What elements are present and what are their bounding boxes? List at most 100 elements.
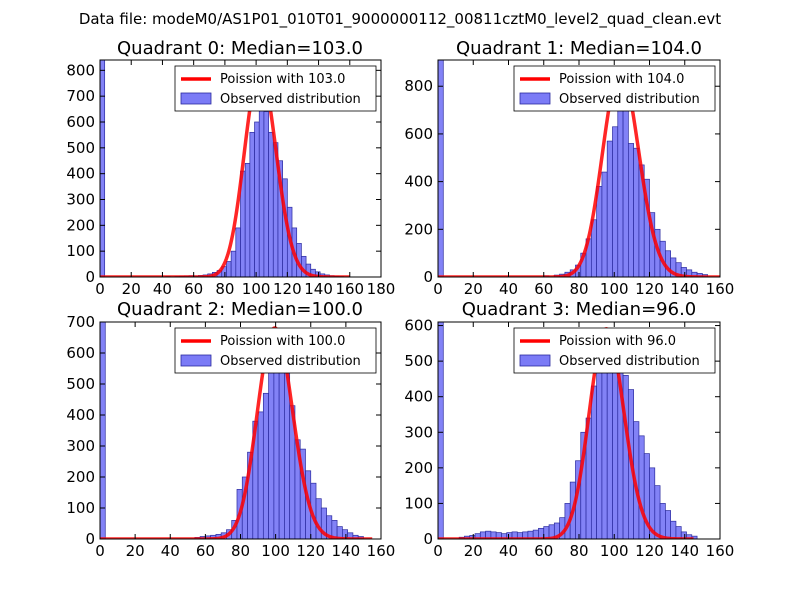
x-tick-label: 0 bbox=[433, 542, 443, 560]
y-tick-label: 100 bbox=[66, 242, 95, 260]
x-tick-label: 120 bbox=[635, 542, 664, 560]
poisson-curve bbox=[100, 326, 373, 539]
x-tick-label: 140 bbox=[670, 542, 699, 560]
legend-bar-label: Observed distribution bbox=[559, 92, 700, 107]
legend-bar-label: Observed distribution bbox=[220, 354, 361, 369]
x-tick-label: 140 bbox=[332, 542, 361, 560]
y-tick-label: 400 bbox=[66, 406, 95, 424]
legend-line-label: Poission with 104.0 bbox=[559, 72, 684, 87]
histogram-bar bbox=[100, 60, 106, 277]
histogram-bar bbox=[230, 250, 237, 277]
chart-title: Quadrant 1: Median=104.0 bbox=[456, 38, 702, 59]
chart-title: Quadrant 0: Median=103.0 bbox=[117, 38, 363, 59]
y-tick-label: 600 bbox=[66, 113, 95, 131]
x-tick-label: 40 bbox=[499, 542, 518, 560]
histogram-bar bbox=[249, 131, 255, 277]
histogram-bar bbox=[315, 498, 322, 539]
histogram-bar bbox=[622, 104, 629, 277]
x-tick-label: 0 bbox=[95, 542, 105, 560]
x-tick-label: 180 bbox=[367, 280, 396, 298]
y-tick-label: 800 bbox=[404, 77, 433, 95]
legend-line-label: Poission with 100.0 bbox=[220, 334, 345, 349]
y-tick-label: 400 bbox=[404, 173, 433, 191]
quadrant-3-chart: Quadrant 3: Median=96.0 0 20 40 60 80 100 120 14… bbox=[404, 299, 734, 560]
y-tick-label: 100 bbox=[404, 494, 433, 512]
quadrant-0-chart: Quadrant 0: Median=103.00 20 40 60 80 100 120 1… bbox=[66, 38, 395, 298]
histogram-bar bbox=[262, 392, 269, 539]
x-tick-label: 20 bbox=[464, 280, 483, 298]
poisson-curve bbox=[438, 327, 694, 539]
x-tick-label: 100 bbox=[600, 280, 629, 298]
y-tick-label: 200 bbox=[66, 216, 95, 234]
y-tick-label: 300 bbox=[66, 191, 95, 209]
histogram-bar bbox=[596, 360, 603, 539]
y-tick-label: 0 bbox=[85, 530, 95, 548]
y-tick-label: 500 bbox=[66, 139, 95, 157]
x-tick-label: 120 bbox=[273, 280, 302, 298]
x-tick-label: 80 bbox=[569, 542, 588, 560]
histogram-bar bbox=[244, 162, 251, 277]
legend-bar-swatch bbox=[519, 92, 551, 105]
y-tick-label: 600 bbox=[404, 317, 433, 335]
histogram-bar bbox=[617, 95, 624, 277]
histogram-bar bbox=[670, 520, 677, 539]
x-tick-label: 140 bbox=[304, 280, 333, 298]
x-tick-label: 20 bbox=[122, 280, 141, 298]
x-tick-label: 60 bbox=[534, 542, 553, 560]
x-tick-label: 80 bbox=[569, 280, 588, 298]
chart-title: Quadrant 3: Median=96.0 bbox=[462, 299, 697, 320]
histogram-bar bbox=[601, 350, 608, 539]
x-tick-label: 80 bbox=[215, 280, 234, 298]
y-tick-label: 100 bbox=[66, 499, 95, 517]
x-tick-label: 80 bbox=[231, 542, 250, 560]
y-tick-label: 200 bbox=[404, 459, 433, 477]
chart-legend: Poission with 96.0 Observed distribution bbox=[513, 327, 716, 374]
histogram-bar bbox=[633, 147, 640, 277]
x-tick-label: 0 bbox=[433, 280, 443, 298]
y-tick-label: 400 bbox=[66, 165, 95, 183]
x-tick-label: 60 bbox=[534, 280, 553, 298]
x-tick-label: 160 bbox=[335, 280, 364, 298]
x-tick-label: 100 bbox=[600, 542, 629, 560]
quadrant-2-chart: Quadrant 2: Median=100.0 0 20 40 60 80 100 120 1… bbox=[66, 299, 395, 560]
x-tick-label: 160 bbox=[706, 542, 735, 560]
x-tick-label: 0 bbox=[95, 280, 105, 298]
y-tick-label: 200 bbox=[404, 220, 433, 238]
y-tick-label: 0 bbox=[85, 268, 95, 286]
legend-line-label: Poission with 103.0 bbox=[220, 72, 345, 87]
x-tick-label: 20 bbox=[464, 542, 483, 560]
figure-suptitle: Data file: modeM0/AS1P01_010T01_90000001… bbox=[79, 10, 721, 29]
chart-legend: Poission with 103.0 Observed distribution bbox=[174, 65, 377, 112]
x-tick-label: 140 bbox=[670, 280, 699, 298]
histogram-bar bbox=[226, 261, 232, 277]
legend-bar-swatch bbox=[519, 354, 551, 367]
x-tick-label: 60 bbox=[184, 280, 203, 298]
chart-legend: Poission with 104.0 Observed distribution bbox=[513, 65, 716, 112]
histogram-bar bbox=[606, 140, 613, 277]
y-tick-label: 0 bbox=[423, 530, 433, 548]
y-tick-label: 700 bbox=[66, 87, 95, 105]
x-tick-label: 20 bbox=[126, 542, 145, 560]
y-tick-label: 400 bbox=[404, 388, 433, 406]
histogram-bar bbox=[638, 435, 645, 539]
y-tick-label: 800 bbox=[66, 61, 95, 79]
x-tick-label: 160 bbox=[706, 280, 735, 298]
histogram-bar bbox=[438, 322, 444, 539]
poisson-curve bbox=[438, 67, 720, 277]
histogram-bar bbox=[627, 143, 634, 277]
histogram-bar bbox=[612, 126, 619, 277]
legend-bar-swatch bbox=[180, 354, 212, 367]
y-tick-label: 300 bbox=[404, 423, 433, 441]
poisson-curve bbox=[100, 68, 350, 277]
histogram-bars bbox=[100, 322, 364, 539]
x-tick-label: 40 bbox=[499, 280, 518, 298]
y-tick-label: 0 bbox=[423, 268, 433, 286]
x-tick-label: 100 bbox=[261, 542, 290, 560]
y-tick-label: 500 bbox=[66, 375, 95, 393]
histogram-bar bbox=[601, 171, 608, 277]
histogram-bar bbox=[263, 111, 269, 277]
histogram-bar bbox=[235, 227, 241, 277]
chart-legend: Poission with 100.0 Observed distribution bbox=[174, 327, 377, 374]
histogram-bar bbox=[254, 121, 260, 277]
